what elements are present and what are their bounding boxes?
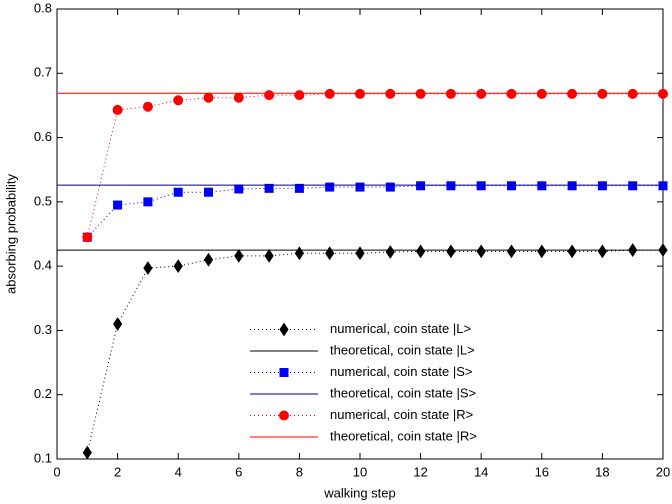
circle-marker xyxy=(142,101,153,112)
square-marker xyxy=(113,200,123,210)
legend-label: theoretical, coin state |R> xyxy=(330,428,477,443)
legend-label: numerical, coin state |L> xyxy=(330,321,471,336)
series-line xyxy=(86,249,663,453)
square-marker xyxy=(234,184,244,194)
diamond-marker xyxy=(173,259,183,274)
x-tick-label: 4 xyxy=(175,464,182,479)
x-tick-label: 12 xyxy=(413,464,427,479)
square-marker xyxy=(658,181,668,191)
diamond-marker xyxy=(264,248,274,263)
square-marker xyxy=(204,187,213,197)
square-marker xyxy=(264,183,274,193)
circle-marker xyxy=(476,88,487,99)
x-tick-label: 2 xyxy=(114,464,121,479)
legend-label: numerical, coin state |R> xyxy=(330,407,473,422)
y-tick-label: 0.2 xyxy=(34,386,52,401)
circle-marker xyxy=(355,88,365,99)
circle-marker xyxy=(233,92,244,103)
circle-marker xyxy=(567,88,578,99)
diamond-marker xyxy=(506,244,517,259)
y-tick-label: 0.7 xyxy=(34,65,52,80)
plot-frame xyxy=(56,8,664,460)
square-marker xyxy=(628,181,638,191)
x-tick-label: 20 xyxy=(656,464,670,479)
circle-marker xyxy=(324,88,335,99)
circle-marker xyxy=(82,232,93,243)
diamond-marker xyxy=(82,445,92,460)
x-tick-label: 18 xyxy=(595,464,609,479)
square-marker xyxy=(355,182,365,192)
diamond-marker xyxy=(279,322,289,337)
diamond-marker xyxy=(415,244,426,259)
y-tick-label: 0.1 xyxy=(34,450,52,465)
square-marker xyxy=(537,181,547,191)
legend-label: numerical, coin state |S> xyxy=(330,364,472,379)
x-axis-label: walking step xyxy=(323,485,396,500)
circle-marker xyxy=(112,104,123,115)
circle-marker xyxy=(415,88,426,99)
x-tick-label: 10 xyxy=(353,464,367,479)
legend-label: theoretical, coin state |S> xyxy=(330,385,476,400)
circle-marker xyxy=(445,88,456,99)
square-marker xyxy=(507,181,516,191)
circle-marker xyxy=(264,90,275,101)
diamond-marker xyxy=(234,248,244,263)
x-tick-label: 14 xyxy=(474,464,488,479)
diamond-marker xyxy=(112,317,123,331)
circle-marker xyxy=(385,88,396,99)
x-tick-label: 0 xyxy=(53,464,60,479)
square-marker xyxy=(173,187,183,197)
square-marker xyxy=(279,368,289,377)
circle-marker xyxy=(597,88,608,99)
y-tick-label: 0.8 xyxy=(34,0,52,15)
circle-marker xyxy=(279,410,289,421)
diamond-marker xyxy=(446,244,456,259)
square-marker xyxy=(143,197,153,207)
square-marker xyxy=(325,182,335,192)
y-axis-label: absorbing probability xyxy=(3,174,18,294)
x-tick-label: 8 xyxy=(296,464,303,479)
y-tick-label: 0.6 xyxy=(34,129,52,144)
square-marker xyxy=(446,181,456,191)
square-marker xyxy=(416,181,426,191)
diamond-marker xyxy=(476,244,486,259)
square-marker xyxy=(597,181,607,191)
circle-marker xyxy=(506,88,517,99)
diamond-marker xyxy=(143,261,153,275)
y-tick-label: 0.4 xyxy=(34,258,52,273)
diamond-marker xyxy=(537,244,547,259)
diamond-marker xyxy=(597,244,608,259)
square-marker xyxy=(567,181,577,191)
square-marker xyxy=(476,181,486,191)
circle-marker xyxy=(173,95,184,106)
x-tick-label: 6 xyxy=(235,464,242,479)
circle-marker xyxy=(294,90,305,101)
y-tick-label: 0.3 xyxy=(34,322,52,337)
diamond-marker xyxy=(567,244,577,259)
legend-label: theoretical, coin state |L> xyxy=(330,342,475,357)
x-tick-label: 16 xyxy=(535,464,549,479)
circle-marker xyxy=(627,88,638,99)
square-marker xyxy=(294,183,304,193)
circle-marker xyxy=(658,88,668,99)
y-tick-label: 0.5 xyxy=(34,193,52,208)
square-marker xyxy=(385,182,395,192)
diamond-marker xyxy=(203,252,214,267)
circle-marker xyxy=(536,88,547,99)
circle-marker xyxy=(203,92,214,103)
